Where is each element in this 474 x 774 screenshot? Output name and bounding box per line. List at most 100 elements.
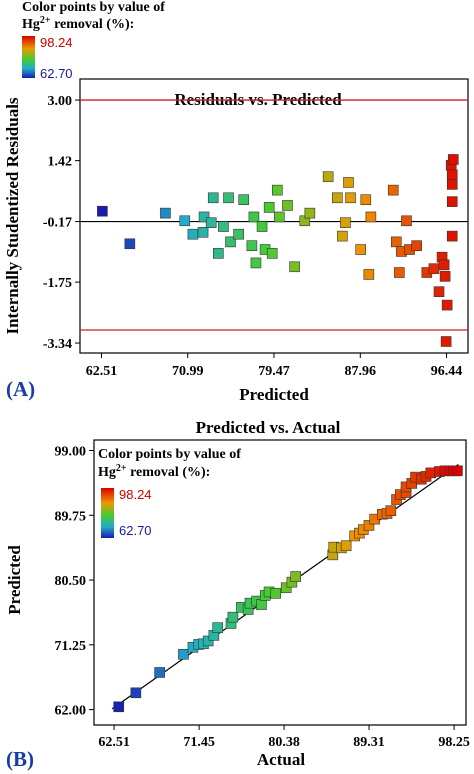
residual-point-17 <box>250 257 262 269</box>
residual-point-58 <box>447 154 459 165</box>
residual-point-36 <box>363 269 375 280</box>
x-tick-label-b-0: 62.51 <box>98 735 130 750</box>
residual-point-31 <box>340 217 351 229</box>
colorbar-b-max-label: 98.24 <box>119 487 152 502</box>
actual-point-19 <box>270 588 282 599</box>
panel-a-label: (A) <box>6 377 35 401</box>
residual-point-24 <box>282 200 293 211</box>
residual-point-11 <box>223 192 234 204</box>
chart-a-x-ticks: 62.51 70.99 79.47 87.96 96.44 <box>86 353 463 379</box>
residual-point-37 <box>365 211 377 223</box>
residual-point-16 <box>248 211 260 223</box>
y-tick-label-b-4: 99.00 <box>55 445 87 460</box>
chart-a-x-label: Predicted <box>239 385 309 404</box>
residual-point-9 <box>213 248 224 259</box>
x-tick-label-a-3: 87.96 <box>345 364 377 379</box>
y-tick-label-a-2: -0.17 <box>43 216 72 231</box>
x-tick-label-b-3: 89.31 <box>353 735 385 750</box>
x-tick-label-a-1: 70.99 <box>172 364 204 379</box>
residual-point-57 <box>446 230 458 242</box>
residual-point-27 <box>304 207 316 219</box>
residual-point-15 <box>246 240 258 251</box>
actual-point-22 <box>290 571 301 582</box>
actual-point-0 <box>113 701 125 713</box>
colorbar-a-gradient <box>22 36 35 78</box>
residual-point-32 <box>343 177 354 188</box>
actual-point-48 <box>452 465 463 477</box>
residual-point-28 <box>322 171 334 183</box>
residual-point-44 <box>411 240 422 251</box>
colorbar-b-gradient <box>101 488 114 538</box>
residual-point-23 <box>274 211 285 223</box>
colorbar-b-title-line1: Color points by value of <box>98 447 241 462</box>
residual-point-18 <box>256 221 268 232</box>
residual-point-10 <box>218 221 229 232</box>
chart-a-y-label: Internally Studentized Residuals <box>3 97 22 334</box>
residual-point-12 <box>225 236 236 248</box>
residual-point-42 <box>401 215 412 227</box>
actual-point-20 <box>280 582 292 594</box>
actual-point-16 <box>256 599 267 610</box>
residual-point-22 <box>272 184 283 196</box>
actual-point-7 <box>202 635 214 647</box>
chart-b-frame <box>93 439 467 726</box>
y-tick-label-b-0: 62.00 <box>55 704 87 719</box>
y-tick-label-b-2: 80.50 <box>55 574 87 589</box>
residual-point-50 <box>439 271 451 282</box>
residual-point-54 <box>446 169 458 181</box>
panel-a: Color points by value of Hg2+ removal (%… <box>3 0 469 404</box>
actual-point-3 <box>178 648 189 660</box>
chart-b-y-ticks: 62.00 71.25 80.50 89.75 99.00 <box>55 445 94 719</box>
colorbar-a-title-line1: Color points by value of <box>22 0 165 15</box>
residual-point-13 <box>233 228 244 240</box>
residual-point-51 <box>440 336 452 347</box>
actual-point-11 <box>227 611 239 623</box>
chart-b-points <box>113 465 463 713</box>
residual-point-7 <box>205 217 217 229</box>
chart-b-x-ticks: 62.51 71.45 80.38 89.31 98.25 <box>98 725 470 750</box>
residual-point-47 <box>433 286 445 297</box>
x-tick-label-a-2: 79.47 <box>258 364 290 379</box>
residual-point-25 <box>289 261 300 273</box>
residual-point-3 <box>179 215 191 227</box>
colorbar-a-min-label: 62.70 <box>40 66 73 81</box>
actual-point-30 <box>363 520 375 531</box>
colorbar-a-title-line2: Hg2+ removal (%): <box>22 15 134 32</box>
chart-a-reference-lines <box>80 99 468 331</box>
residual-point-46 <box>428 263 440 274</box>
residual-point-52 <box>441 299 453 311</box>
y-tick-label-b-3: 89.75 <box>55 509 87 524</box>
panel-b-label: (B) <box>6 747 34 771</box>
x-tick-label-b-1: 71.45 <box>183 735 215 750</box>
residual-point-6 <box>198 211 210 223</box>
residual-point-40 <box>394 267 405 278</box>
y-tick-label-a-4: 3.00 <box>48 94 73 109</box>
residual-point-33 <box>345 192 356 204</box>
residual-point-29 <box>332 192 343 204</box>
residual-point-38 <box>387 184 399 196</box>
residual-point-14 <box>238 194 250 206</box>
y-tick-label-a-0: -3.34 <box>43 337 72 352</box>
residual-point-34 <box>355 244 367 255</box>
x-tick-label-a-4: 96.44 <box>431 364 463 379</box>
x-tick-label-a-0: 62.51 <box>86 364 118 379</box>
chart-b-title: Predicted vs. Actual <box>196 418 341 437</box>
residual-point-0 <box>97 205 108 217</box>
residual-point-35 <box>360 194 372 206</box>
actual-point-1 <box>130 687 142 699</box>
chart-a-points <box>97 154 459 347</box>
residual-point-1 <box>124 238 136 250</box>
residual-point-4 <box>187 228 199 240</box>
actual-point-26 <box>340 540 352 552</box>
residual-point-20 <box>263 202 275 213</box>
colorbar-b-title-line2: Hg2+ removal (%): <box>98 463 210 480</box>
residual-point-39 <box>390 236 402 248</box>
actual-point-34 <box>385 505 397 517</box>
actual-point-9 <box>212 622 223 633</box>
panel-b: Predicted vs. Actual Color points by val… <box>5 418 470 771</box>
colorbar-a-max-label: 98.24 <box>40 35 73 50</box>
y-tick-label-b-1: 71.25 <box>55 639 87 654</box>
colorbar-b-min-label: 62.70 <box>119 523 152 538</box>
residual-point-55 <box>446 179 458 190</box>
